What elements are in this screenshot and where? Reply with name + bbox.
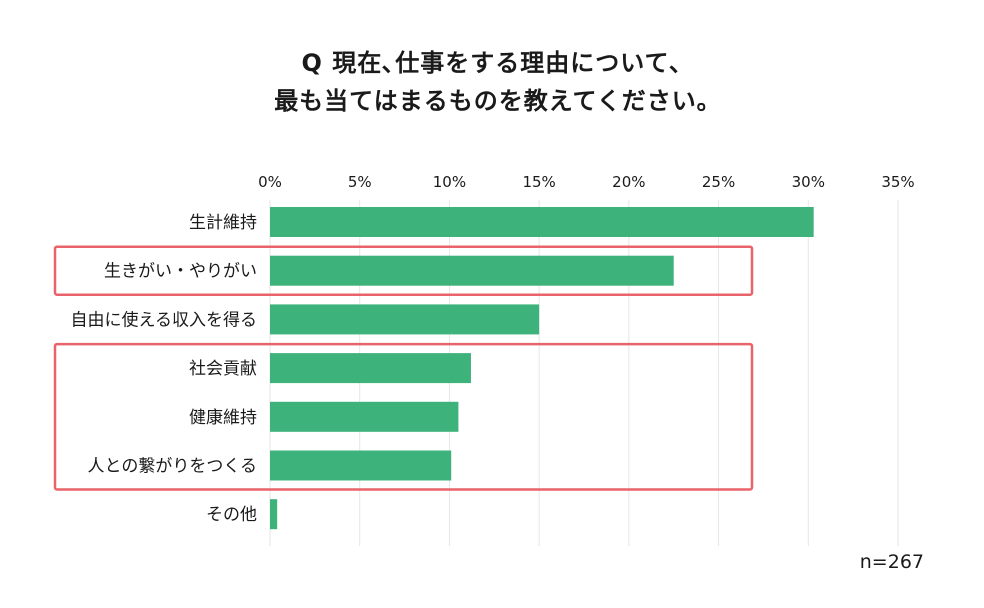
x-tick-label: 25% bbox=[702, 173, 735, 191]
category-label: その他 bbox=[206, 505, 257, 525]
x-tick-label: 10% bbox=[433, 173, 466, 191]
bar bbox=[270, 207, 814, 237]
category-label: 社会貢献 bbox=[189, 359, 257, 379]
bar bbox=[270, 304, 540, 335]
category-label: 自由に使える収入を得る bbox=[71, 309, 258, 330]
bar bbox=[270, 450, 452, 481]
sample-size-label: n=267 bbox=[859, 551, 924, 573]
x-tick-label: 5% bbox=[348, 173, 372, 191]
x-tick-label: 20% bbox=[612, 173, 645, 191]
category-label: 生きがい・やりがい bbox=[104, 262, 257, 282]
bar bbox=[270, 255, 674, 286]
category-label: 人との繋がりをつくる bbox=[88, 457, 258, 477]
category-label: 健康維持 bbox=[189, 408, 257, 428]
chart-title-line-1: Q 現在､仕事をする理由について､ bbox=[301, 49, 683, 77]
category-label: 生計維持 bbox=[189, 213, 257, 233]
highlight-box bbox=[53, 342, 754, 491]
x-tick-label: 15% bbox=[522, 173, 555, 191]
bar bbox=[270, 401, 459, 432]
x-tick-label: 0% bbox=[258, 173, 282, 191]
x-tick-label: 35% bbox=[881, 173, 914, 191]
x-tick-label: 30% bbox=[792, 173, 825, 191]
bar bbox=[270, 353, 471, 384]
chart-title: Q 現在､仕事をする理由について､ 最も当てはまるものを教えてください｡ bbox=[0, 44, 984, 120]
chart-title-line-2: 最も当てはまるものを教えてください｡ bbox=[274, 87, 710, 115]
highlight-box bbox=[53, 245, 754, 296]
bar bbox=[270, 499, 278, 530]
